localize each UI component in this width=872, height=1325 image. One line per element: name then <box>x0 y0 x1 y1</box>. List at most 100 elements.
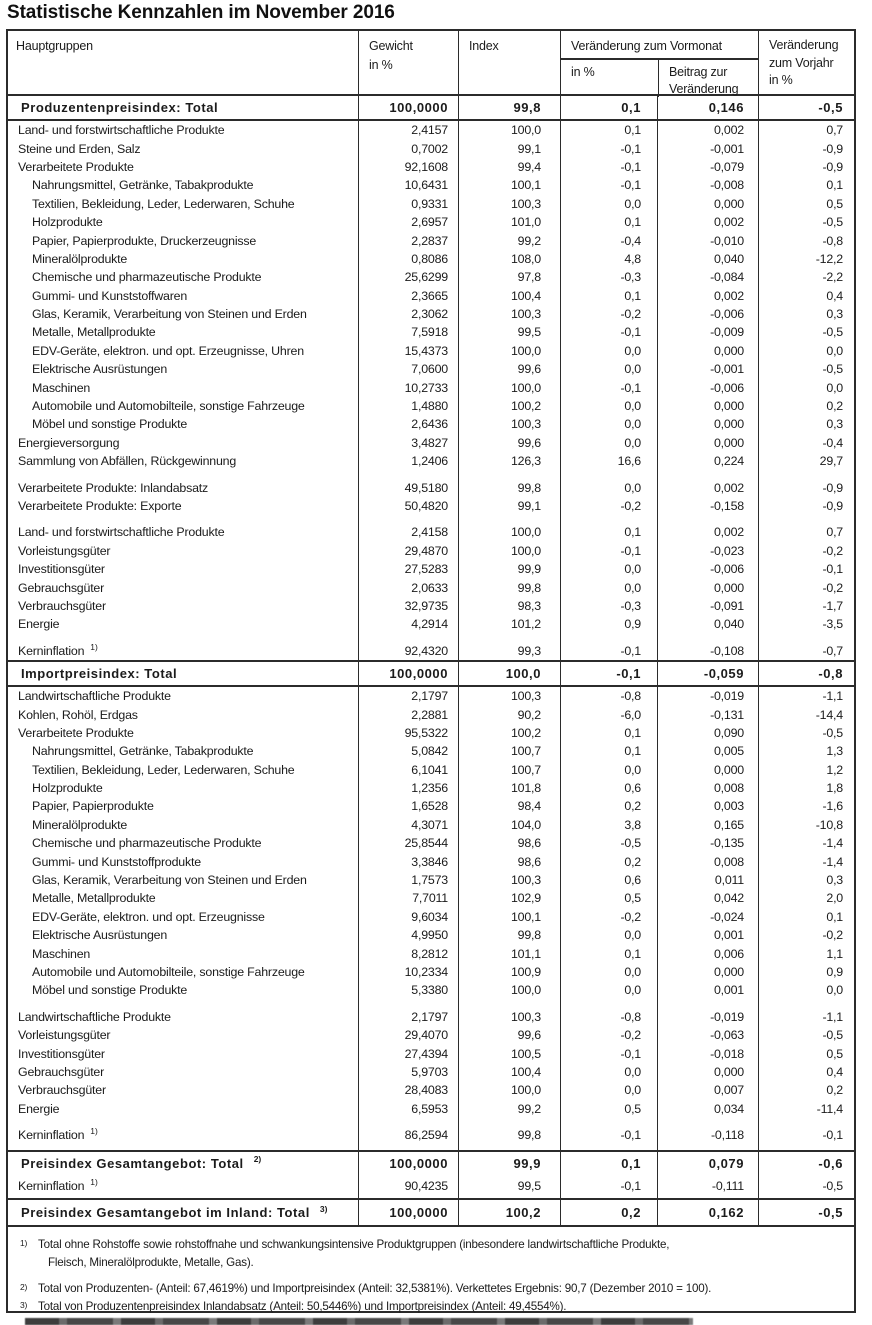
spacer-cell <box>560 1144 657 1151</box>
spacer-cell <box>458 1117 560 1126</box>
cell-index: 100,4 <box>458 1062 560 1082</box>
table-row: Verbrauchsgüter 28,4083 100,0 0,0 0,007 0,2 <box>8 1081 854 1100</box>
row-label: EDV-Geräte, elektron. und opt. Erzeugnis… <box>8 342 358 360</box>
cell-index: 99,8 <box>458 96 560 119</box>
cell-vorjahr: 1,3 <box>758 742 854 761</box>
row-label-text: Gummi- und Kunststoffwaren <box>32 288 188 303</box>
cell-gewicht: 7,0600 <box>358 360 458 379</box>
row-label-text: Investitionsgüter <box>18 1046 105 1061</box>
row-label: Möbel und sonstige Produkte <box>8 981 358 999</box>
row-label-text: Steine und Erden, Salz <box>18 141 141 156</box>
cell-beitrag: -0,019 <box>657 686 758 706</box>
header-gewicht: Gewicht in % <box>358 31 458 97</box>
cell-vormonat-pct: -0,8 <box>560 686 657 706</box>
spacer-row <box>8 1117 854 1126</box>
total-row: Produzentenpreisindex: Total 100,0000 99,8… <box>8 96 854 121</box>
cell-vorjahr: 1,8 <box>758 778 854 798</box>
spacer-cell <box>560 470 657 479</box>
cell-index: 100,1 <box>458 907 560 927</box>
table-row: Land- und forstwirtschaftliche Produkte 2… <box>8 523 854 542</box>
table-row: Vorleistungsgüter 29,4870 100,0 -0,1 -0,023-… <box>8 541 854 560</box>
cell-beitrag: 0,002 <box>657 212 758 232</box>
footnote-reference: 3) <box>319 1203 328 1214</box>
cell-gewicht: 0,9331 <box>358 194 458 213</box>
row-label-text: Kerninflation <box>18 1128 85 1143</box>
header-vormonat-pct: in % <box>571 65 595 79</box>
cell-index: 100,7 <box>458 760 560 779</box>
cell-vorjahr: -10,8 <box>758 815 854 835</box>
row-label: Kerninflation 1) <box>8 642 358 660</box>
cell-vorjahr: 0,4 <box>758 1062 854 1082</box>
table-row: Verbrauchsgüter 32,9735 98,3 -0,3 -0,091 -1,7 <box>8 596 854 616</box>
cell-gewicht: 29,4870 <box>358 541 458 560</box>
cell-gewicht: 28,4083 <box>358 1081 458 1100</box>
row-label: Vorleistungsgüter <box>8 542 358 560</box>
table-row: Verarbeitete Produkte: Inlandabsatz 49,51… <box>8 478 854 497</box>
header-vorjahr-line2: zum Vorjahr <box>769 55 834 70</box>
cell-beitrag: -0,118 <box>657 1125 758 1145</box>
cell-vormonat-pct: 0,2 <box>560 1200 657 1226</box>
table-row: Glas, Keramik, Verarbeitung von Steinen … <box>8 304 854 324</box>
cell-gewicht: 1,2356 <box>358 778 458 798</box>
cell-vorjahr: 0,0 <box>758 378 854 397</box>
cell-index: 100,0 <box>458 378 560 397</box>
cell-gewicht: 2,6436 <box>358 415 458 434</box>
row-label-text: Kerninflation <box>18 643 85 658</box>
cell-vorjahr: -0,6 <box>758 1152 854 1175</box>
cell-vorjahr: -0,5 <box>758 96 854 119</box>
row-label: Investitionsgüter <box>8 560 358 578</box>
cell-vorjahr: -0,5 <box>758 212 854 232</box>
cell-index: 100,3 <box>458 1007 560 1026</box>
cell-gewicht: 2,2837 <box>358 231 458 250</box>
row-label: Chemische und pharmazeutische Produkte <box>8 834 358 852</box>
spacer-cell <box>758 1117 854 1126</box>
spacer-cell <box>358 1117 458 1126</box>
cell-gewicht: 1,4880 <box>358 396 458 416</box>
row-label-text: Gebrauchsgüter <box>18 1064 105 1079</box>
row-label: Verarbeitete Produkte <box>8 158 358 176</box>
row-label: Chemische und pharmazeutische Produkte <box>8 268 358 286</box>
cell-vorjahr: -3,5 <box>758 615 854 634</box>
cell-vorjahr: 0,7 <box>758 121 854 140</box>
cell-vormonat-pct: 0,1 <box>560 212 657 232</box>
table-row: Nahrungsmittel, Getränke, Tabakprodukte 5… <box>8 742 854 761</box>
cell-beitrag: -0,006 <box>657 378 758 397</box>
cell-beitrag: -0,079 <box>657 157 758 177</box>
cell-index: 100,0 <box>458 981 560 1000</box>
row-label-text: Automobile und Automobilteile, sonstige … <box>32 964 305 979</box>
cell-vorjahr: -0,2 <box>758 541 854 560</box>
table-row: Glas, Keramik, Verarbeitung von Steinen … <box>8 870 854 890</box>
cell-vorjahr: -14,4 <box>758 705 854 724</box>
cell-vormonat-pct: -0,3 <box>560 268 657 287</box>
table-row: Vorleistungsgüter 29,4070 99,6 -0,2 -0,063 -0… <box>8 1025 854 1045</box>
cell-index: 99,6 <box>458 1025 560 1045</box>
cell-beitrag: -0,063 <box>657 1025 758 1045</box>
spacer-cell <box>657 999 758 1008</box>
total-row: Importpreisindex: Total 100,0000 100,0 -0,1… <box>8 659 854 687</box>
cell-vorjahr: -0,5 <box>758 723 854 743</box>
cell-vormonat-pct: 0,0 <box>560 478 657 497</box>
spacer-cell <box>657 1117 758 1126</box>
cell-gewicht: 5,9703 <box>358 1062 458 1082</box>
spacer-cell <box>657 470 758 479</box>
cell-index: 99,6 <box>458 433 560 453</box>
row-label-text: Gebrauchsgüter <box>18 580 105 595</box>
cell-vormonat-pct: 0,0 <box>560 360 657 379</box>
cell-index: 99,6 <box>458 360 560 379</box>
cell-vorjahr: -1,6 <box>758 797 854 816</box>
cell-vormonat-pct: 0,0 <box>560 1062 657 1082</box>
row-label: Verarbeitete Produkte: Exporte <box>8 497 358 515</box>
cell-index: 100,7 <box>458 742 560 761</box>
row-label: Elektrische Ausrüstungen <box>8 360 358 378</box>
cell-vorjahr: 1,2 <box>758 760 854 779</box>
table-row: EDV-Geräte, elektron. und opt. Erzeugnis… <box>8 341 854 361</box>
cell-vorjahr: 0,0 <box>758 981 854 1000</box>
spacer-cell <box>458 1144 560 1151</box>
cell-vormonat-pct: 0,0 <box>560 981 657 1000</box>
cell-gewicht: 1,6528 <box>358 797 458 816</box>
cell-vormonat-pct: 3,8 <box>560 815 657 835</box>
cell-gewicht: 9,6034 <box>358 907 458 927</box>
table-row: Automobile und Automobilteile, sonstige … <box>8 396 854 416</box>
cell-vormonat-pct: -0,1 <box>560 541 657 560</box>
cell-gewicht: 7,7011 <box>358 889 458 908</box>
